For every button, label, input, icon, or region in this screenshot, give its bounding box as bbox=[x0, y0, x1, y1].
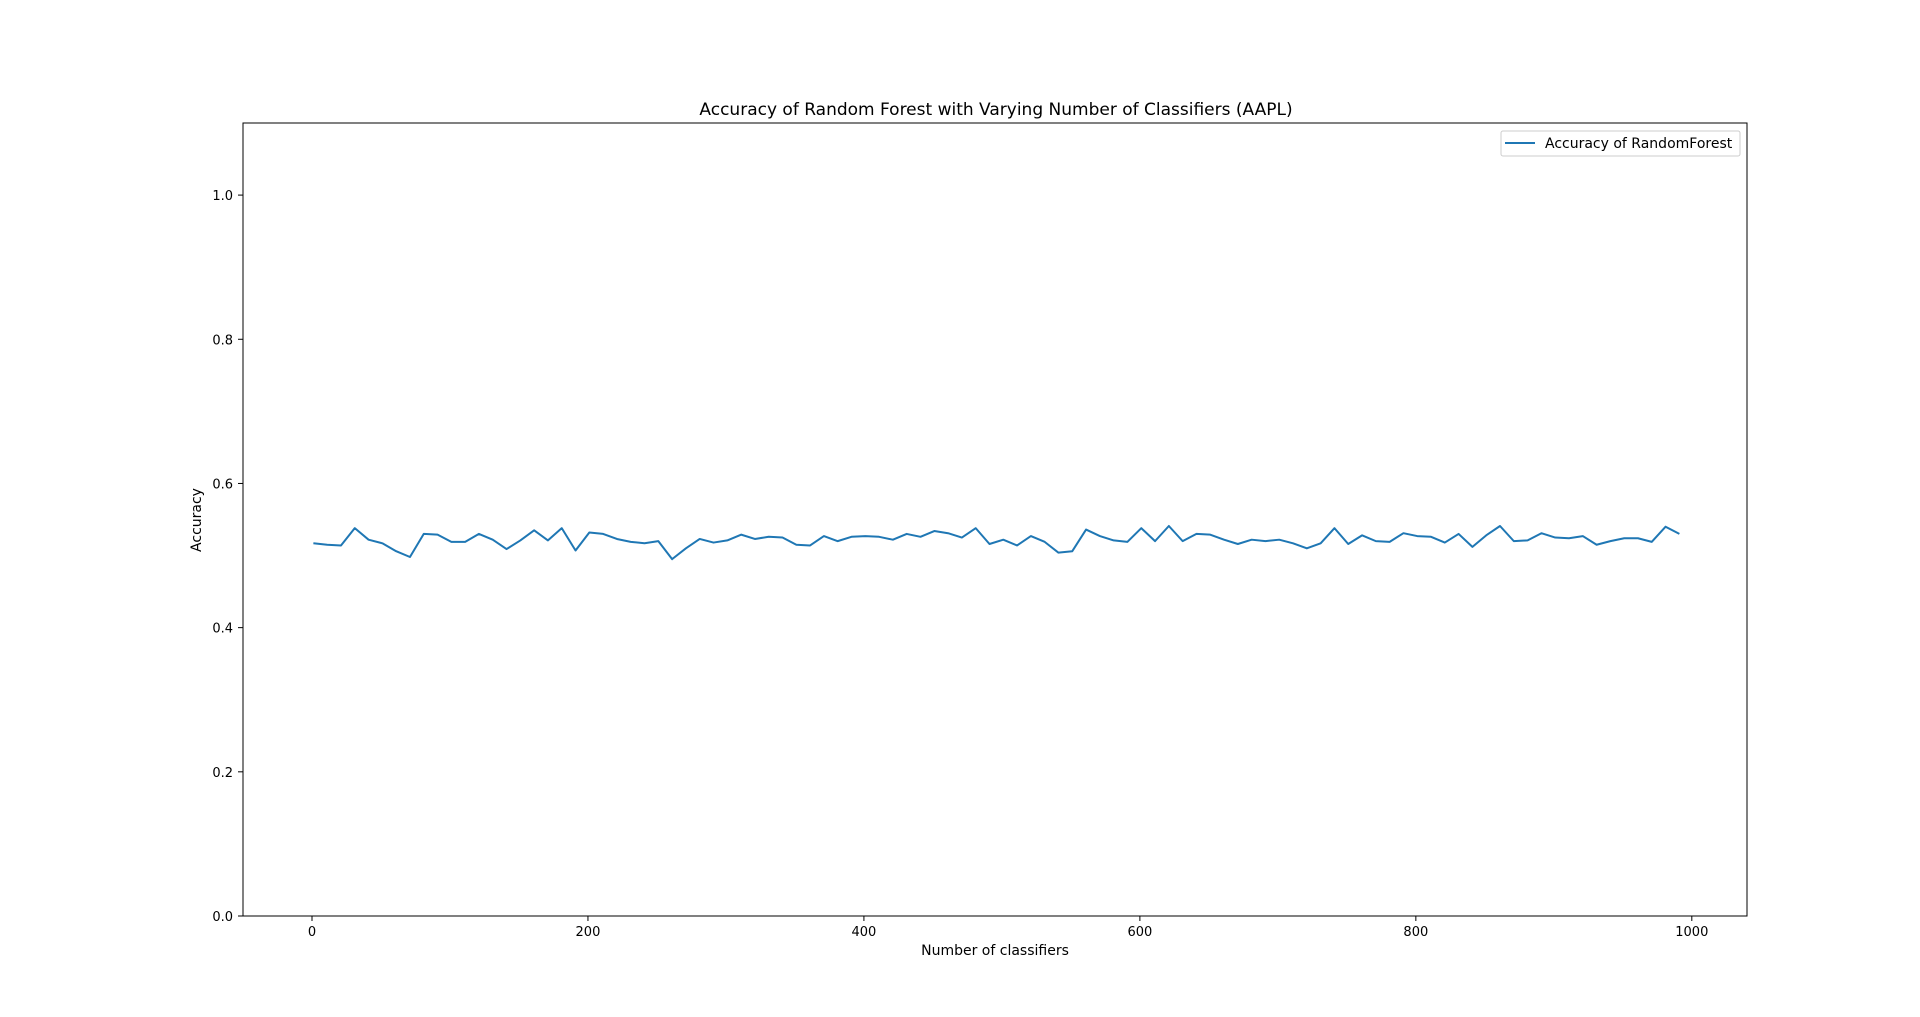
x-tick-label: 0 bbox=[308, 925, 316, 940]
y-tick-label: 0.2 bbox=[212, 766, 233, 781]
x-axis-title: Number of classifiers bbox=[921, 943, 1069, 959]
x-tick-label: 200 bbox=[576, 925, 601, 940]
x-tick-label: 800 bbox=[1403, 925, 1428, 940]
y-tick-label: 0.6 bbox=[212, 477, 233, 492]
y-tick-label: 0.4 bbox=[212, 622, 233, 637]
x-tick-label: 400 bbox=[852, 925, 877, 940]
legend: Accuracy of RandomForest bbox=[1500, 130, 1741, 157]
legend-box bbox=[1500, 130, 1741, 157]
y-tick-label: 1.0 bbox=[212, 189, 233, 204]
chart-title: Accuracy of Random Forest with Varying N… bbox=[699, 100, 1292, 120]
plot-area-frame bbox=[242, 122, 1748, 917]
y-tick-label: 0.0 bbox=[212, 910, 233, 925]
x-tick-label: 1000 bbox=[1675, 925, 1708, 940]
y-tick-label: 0.8 bbox=[212, 333, 233, 348]
series-line-0 bbox=[313, 524, 1680, 561]
y-axis-title: Accuracy bbox=[189, 488, 205, 552]
x-tick-label: 600 bbox=[1127, 925, 1152, 940]
legend-entry-label: Accuracy of RandomForest bbox=[1545, 136, 1733, 152]
